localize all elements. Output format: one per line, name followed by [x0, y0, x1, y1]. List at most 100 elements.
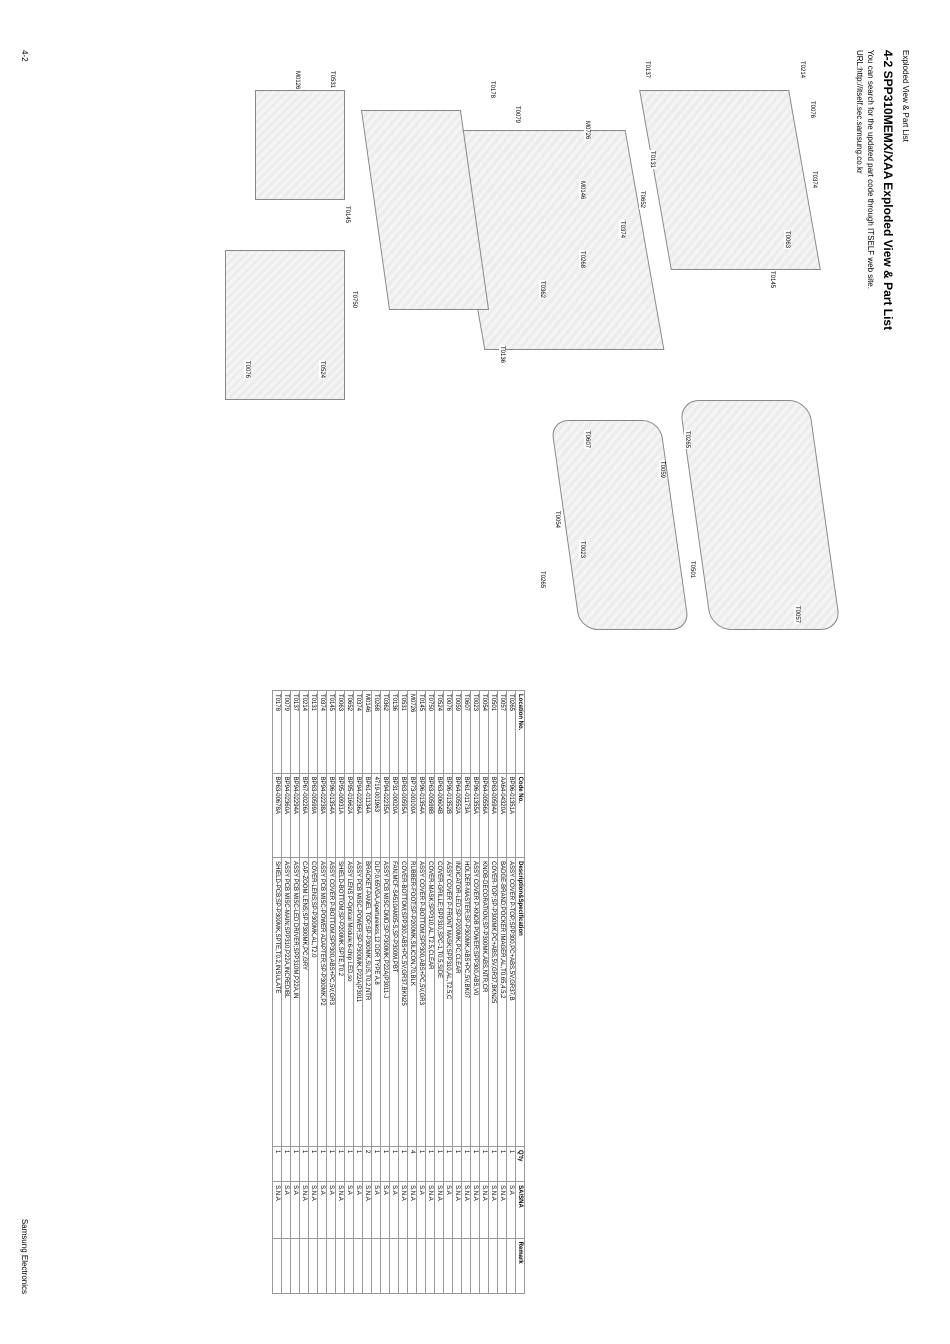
exploded-view-diagram: T0214 T0076 T0374 T0063 T0145 T0137 T013…	[125, 50, 845, 670]
table-cell: AA64-04320A	[498, 773, 507, 858]
table-cell: 1	[489, 1147, 498, 1182]
table-cell: S.N.A	[309, 1182, 318, 1239]
table-row: T0076BP96-01352BASSY COVER P-FRONT MASK;…	[444, 691, 453, 1294]
callout: T0607	[584, 430, 590, 449]
callout: T0063	[784, 230, 790, 249]
table-cell: ASSY PCB MISC-DMD;SP-P300MK,P22A(P3011-J	[381, 858, 390, 1147]
table-cell: BP63-00678A	[273, 773, 282, 858]
table-cell: BP73-00100A	[408, 773, 417, 858]
table-row: T0362BP94-02235AASSY PCB MISC-DMD;SP-P30…	[381, 691, 390, 1294]
table-cell: T0137	[291, 691, 300, 774]
table-cell: 1	[498, 1147, 507, 1182]
callout: M0126	[294, 70, 300, 90]
table-cell: S.N.A	[471, 1182, 480, 1239]
breadcrumb: Exploded View & Part List	[901, 50, 910, 1294]
table-cell	[498, 1238, 507, 1293]
table-cell: S.N.A	[453, 1182, 462, 1239]
table-cell: 2	[363, 1147, 372, 1182]
callout: T0524	[319, 360, 325, 379]
table-row: M0146BP61-01134ABRACKET-PANEL TOP;SP-P30…	[363, 691, 372, 1294]
table-row: T0607BP61-01173AHOLDER-MASTER;SP-P300MK,…	[462, 691, 471, 1294]
table-cell: ASSY PCB MISC-POWER;SP-P300MK,P22A(P3011	[354, 858, 363, 1147]
table-cell: ASSY COVER P-BOTTOM;SPP300,ABS+PC,5V,GR3	[417, 858, 426, 1147]
table-cell: T0131	[309, 691, 318, 774]
callout: T0131	[649, 150, 655, 169]
table-cell: BP95-00931A	[336, 773, 345, 858]
table-cell: 1	[309, 1147, 318, 1182]
table-cell: S.A	[507, 1182, 516, 1239]
table-cell: 1	[435, 1147, 444, 1182]
table-cell: S.N.A	[408, 1182, 417, 1239]
table-cell: BP63-00598B	[426, 773, 435, 858]
table-cell: COVER-TOP;SP-P300MK,PC+ABS,5V,GR37,BKN25	[489, 858, 498, 1147]
table-cell: T0178	[273, 691, 282, 774]
table-cell: S.N.A	[399, 1182, 408, 1239]
callout: T0214	[799, 60, 805, 79]
table-row: T0501BP63-00594ACOVER-TOP;SP-P300MK,PC+A…	[489, 691, 498, 1294]
table-cell: BP61-01173A	[462, 773, 471, 858]
table-cell: S.N.A	[273, 1182, 282, 1239]
table-row: T0214BP67-00226ACAP-ZOOM LENS;SP-P300MK,…	[300, 691, 309, 1294]
table-cell: T0362	[381, 691, 390, 774]
diagram-part	[679, 400, 841, 630]
col-location: Location No.	[516, 691, 525, 774]
table-cell: 1	[282, 1147, 291, 1182]
table-row: T0059BP64-00552AINDICATOR-LED;SP-P200MK,…	[453, 691, 462, 1294]
table-cell	[408, 1238, 417, 1293]
table-row: T0136BP31-00020AFAN;MCF-S4510AM05-S,SP-P…	[390, 691, 399, 1294]
table-cell: BP63-00595A	[399, 773, 408, 858]
table-row: T0374BP94-02238AASSY PCB MISC-POWER ADAP…	[318, 691, 327, 1294]
table-cell: S.N.A	[363, 1182, 372, 1239]
callout: T0362	[539, 280, 545, 299]
table-cell: S.N.A	[498, 1182, 507, 1239]
subtitle-2: URL:http://itself.sec.samsung.co.kr	[855, 50, 864, 1294]
callout: T0531	[329, 70, 335, 89]
callout: T0079	[514, 105, 520, 124]
table-cell: BP96-01352B	[444, 773, 453, 858]
diagram-part	[225, 250, 345, 400]
table-cell: BP95-01662A	[345, 773, 354, 858]
table-cell: 1	[318, 1147, 327, 1182]
callout: T0145	[769, 270, 775, 289]
table-cell: S.A	[291, 1182, 300, 1239]
callout: T0501	[689, 560, 695, 579]
col-sasna: SA/SNA	[516, 1182, 525, 1239]
table-cell: T0524	[435, 691, 444, 774]
table-cell	[345, 1238, 354, 1293]
table-cell: COVER-GRILLE;SPP310,SPC-1,T0.5,SIDE	[435, 858, 444, 1147]
table-cell: T0501	[489, 691, 498, 774]
callout: T0057	[794, 605, 800, 624]
table-cell: BRACKET-PANEL TOP;SP-P300MK,SUS,T0.2,NTR	[363, 858, 372, 1147]
table-cell: T0079	[282, 691, 291, 774]
table-cell: S.N.A	[426, 1182, 435, 1239]
table-cell: 4719-001963	[372, 773, 381, 858]
table-cell: 1	[399, 1147, 408, 1182]
table-cell	[282, 1238, 291, 1293]
table-row: T0265BP96-01351AASSY COVER P-TOP;SPP300,…	[507, 691, 516, 1294]
col-remark: Remark	[516, 1238, 525, 1293]
diagram-part	[639, 90, 821, 270]
table-cell: T0076	[444, 691, 453, 774]
table-cell: S.N.A	[300, 1182, 309, 1239]
table-cell: ASSY COVER P-FRONT MASK;SPP310,AL,T2.5,C	[444, 858, 453, 1147]
table-cell: 1	[507, 1147, 516, 1182]
table-row: T0178BP63-00678ASHIELD-PCB;SP-P300MK,SPT…	[273, 691, 282, 1294]
table-cell: BP96-01355A	[471, 773, 480, 858]
table-row: T0023BP96-01355AASSY COVER P-KNOB POWER;…	[471, 691, 480, 1294]
table-cell: BP31-00020A	[390, 773, 399, 858]
table-row: M0726BP73-00100ARUBBER-FOOT;SP-P200MK,SI…	[408, 691, 417, 1294]
table-row: T0054BP64-00556AKNOB-DECORATION;SP-P300M…	[480, 691, 489, 1294]
table-cell: T0145	[327, 691, 336, 774]
table-row: T0652BP95-01662AASSY LENS P-Optical Modu…	[345, 691, 354, 1294]
table-cell: S.A	[327, 1182, 336, 1239]
page-number: 4-2	[20, 50, 29, 62]
table-cell: COVER-LENS;SP-P300MK,AL,T2.0	[309, 858, 318, 1147]
table-cell: BP94-02235A	[381, 773, 390, 858]
table-cell: T0023	[471, 691, 480, 774]
table-cell: HOLDER-MASTER;SP-P300MK,ABS+PC,5V,BK07	[462, 858, 471, 1147]
table-cell: 1	[273, 1147, 282, 1182]
table-row: T0137BP94-02294AASSY PCB MISC-LED DRIVER…	[291, 691, 300, 1294]
table-cell	[489, 1238, 498, 1293]
table-cell: FAN;MCF-S4510AM05-S,SP-P300M,PBT	[390, 858, 399, 1147]
table-cell: S.A	[390, 1182, 399, 1239]
